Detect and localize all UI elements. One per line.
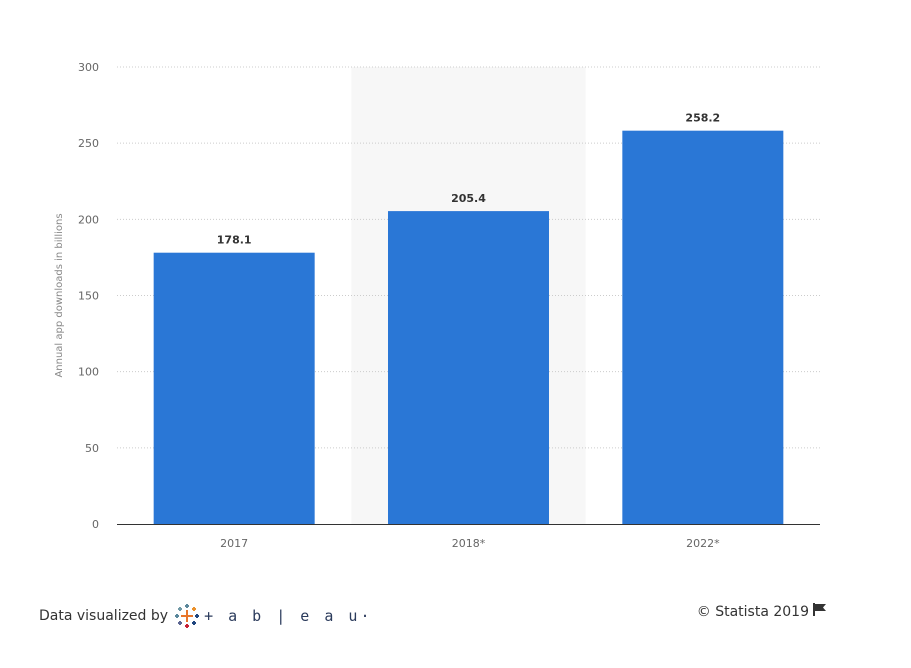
statista-copyright-text: © Statista 2019	[696, 603, 809, 620]
bar[interactable]	[153, 252, 315, 524]
y-axis-label: Annual app downloads in billions	[54, 213, 65, 377]
chart-area: 0 50 100 150 200 250 300 178.1 2017 205.4 2018* 258…	[54, 61, 820, 550]
tableau-wordmark: + a b | e a u·	[204, 607, 373, 625]
y-tick-label: 0	[92, 518, 99, 531]
tableau-logo[interactable]: + a b | e a u·	[174, 603, 372, 629]
data-label: 205.4	[451, 192, 486, 205]
x-tick-label: 2018*	[452, 537, 486, 550]
x-tick-label: 2017	[220, 537, 248, 550]
bar-chart: 0 50 100 150 200 250 300 178.1 2017 205.4 2018* 258…	[54, 61, 820, 550]
data-visualized-by-text: Data visualized by	[39, 608, 169, 624]
tableau-icon	[175, 604, 200, 628]
flag-icon[interactable]	[813, 603, 827, 620]
bar[interactable]	[622, 130, 784, 524]
footer-copyright[interactable]: © Statista 2019	[697, 603, 827, 620]
y-tick-label: 50	[85, 442, 99, 455]
y-tick-label: 150	[78, 290, 99, 303]
x-tick-label: 2022*	[686, 537, 720, 550]
footer-attribution[interactable]: Data visualized by	[39, 603, 373, 629]
y-tick-label: 300	[78, 61, 99, 74]
data-label: 258.2	[685, 112, 720, 125]
y-tick-label: 200	[78, 213, 99, 226]
bar[interactable]	[388, 211, 549, 524]
y-tick-label: 250	[78, 137, 99, 150]
y-tick-label: 100	[78, 366, 99, 379]
data-label: 178.1	[217, 234, 252, 247]
